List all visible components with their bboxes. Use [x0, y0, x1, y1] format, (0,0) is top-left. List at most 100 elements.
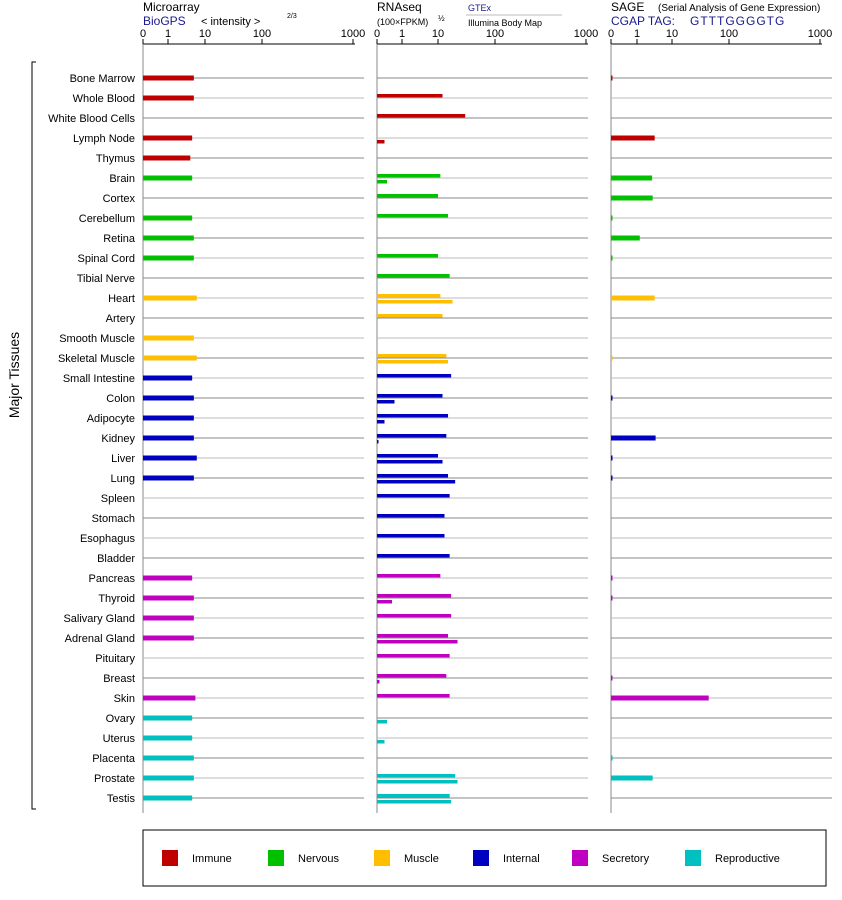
- sage-bar: [611, 355, 613, 361]
- tissue-label: Breast: [103, 673, 135, 685]
- tissue-label: Liver: [111, 453, 135, 465]
- ibm-bar: [377, 720, 387, 724]
- rnaseq-tick-label: 100: [486, 28, 504, 40]
- tissue-label: Retina: [103, 233, 136, 245]
- gtex-bar: [377, 374, 452, 378]
- gtex-bar: [377, 454, 438, 458]
- sage-bar: [611, 215, 613, 221]
- tissue-label: Heart: [108, 293, 135, 305]
- microarray-bar: [143, 455, 197, 461]
- tissue-label: Ovary: [106, 713, 136, 725]
- gtex-bar: [377, 254, 438, 258]
- tissue-label: Lung: [111, 473, 135, 485]
- gtex-bar: [377, 494, 450, 498]
- gtex-bar: [377, 534, 445, 538]
- legend-label-immune: Immune: [192, 853, 232, 865]
- legend-swatch-immune: [162, 850, 178, 866]
- gtex-bar: [377, 694, 450, 698]
- sage-tick-label: 0: [608, 28, 614, 40]
- y-axis-label: Major Tissues: [6, 332, 22, 418]
- sage-bar: [611, 455, 613, 461]
- tissue-label: Spleen: [101, 493, 135, 505]
- gtex-bar: [377, 514, 445, 518]
- microarray-bar: [143, 715, 193, 721]
- microarray-bar: [143, 135, 193, 141]
- gtex-bar: [377, 94, 443, 98]
- microarray-tick-label: 1000: [341, 28, 365, 40]
- tissue-label: Stomach: [92, 513, 135, 525]
- sage-tag-prefix: CGAP TAG:: [611, 14, 675, 28]
- tissue-label: Spinal Cord: [78, 253, 135, 265]
- ibm-bar: [377, 680, 380, 684]
- microarray-bar: [143, 735, 193, 741]
- ibm-bar: [377, 440, 379, 444]
- gtex-bar: [377, 794, 450, 798]
- microarray-metric: < intensity >: [201, 16, 260, 28]
- sage-bar: [611, 475, 613, 481]
- gtex-bar: [377, 214, 449, 218]
- tissue-label: Bone Marrow: [70, 73, 135, 85]
- microarray-tick-label: 10: [199, 28, 211, 40]
- microarray-bar: [143, 795, 193, 801]
- gtex-label: GTEx: [468, 3, 492, 13]
- tissue-label: Brain: [109, 173, 135, 185]
- tissue-label: Kidney: [101, 433, 135, 445]
- tissue-label: Tibial Nerve: [77, 273, 135, 285]
- rnaseq-tick-label: 10: [432, 28, 444, 40]
- sage-bar: [611, 295, 655, 301]
- gtex-bar: [377, 194, 438, 198]
- gtex-bar: [377, 314, 443, 318]
- tissue-label: Small Intestine: [63, 373, 135, 385]
- legend-swatch-internal: [473, 850, 489, 866]
- sage-bar: [611, 135, 655, 141]
- microarray-bar: [143, 75, 194, 81]
- microarray-bar: [143, 435, 194, 441]
- sage-bar: [611, 255, 613, 261]
- microarray-bar: [143, 475, 194, 481]
- tissue-label: Placenta: [92, 753, 136, 765]
- ibm-bar: [377, 800, 452, 804]
- sage-bar: [611, 775, 653, 781]
- sage-bar: [611, 695, 709, 701]
- gtex-bar: [377, 114, 466, 118]
- microarray-bar: [143, 175, 193, 181]
- sage-bar: [611, 175, 653, 181]
- microarray-bar: [143, 595, 194, 601]
- bars: [143, 75, 709, 804]
- tissue-label: Pancreas: [89, 573, 136, 585]
- microarray-bar: [143, 695, 196, 701]
- microarray-bar: [143, 635, 194, 641]
- microarray-bar: [143, 755, 194, 761]
- rnaseq-title: RNAseq: [377, 0, 422, 14]
- tissue-label: Colon: [106, 393, 135, 405]
- ibm-bar: [377, 480, 456, 484]
- sage-bar: [611, 675, 613, 681]
- rnaseq-exponent: ½: [438, 14, 445, 23]
- ibm-label: Illumina Body Map: [468, 18, 542, 28]
- tissue-label: Skeletal Muscle: [58, 353, 135, 365]
- gtex-bar: [377, 574, 441, 578]
- microarray-bar: [143, 335, 194, 341]
- gtex-bar: [377, 554, 450, 558]
- gtex-bar: [377, 394, 443, 398]
- gtex-bar: [377, 294, 441, 298]
- tissue-label: Whole Blood: [73, 93, 135, 105]
- microarray-source: BioGPS: [143, 14, 186, 28]
- ibm-bar: [377, 740, 385, 744]
- gtex-bar: [377, 614, 452, 618]
- sage-bar: [611, 755, 613, 761]
- tissue-bracket: [31, 61, 36, 810]
- ibm-bar: [377, 780, 458, 784]
- legend: Immune Nervous Muscle Internal Secretory Repr…: [162, 850, 780, 866]
- microarray-bar: [143, 255, 194, 261]
- microarray-bar: [143, 155, 191, 161]
- microarray-exponent: 2/3: [287, 13, 297, 20]
- panel-axes: 0 1 10 100 1000 0 1 10 100 1000 0 1 10 100 1000: [140, 28, 832, 813]
- gtex-bar: [377, 634, 449, 638]
- microarray-bar: [143, 375, 193, 381]
- rnaseq-metric: (100×FPKM): [377, 17, 428, 27]
- microarray-bar: [143, 355, 197, 361]
- sage-bar: [611, 595, 613, 601]
- rnaseq-tick-label: 0: [374, 28, 380, 40]
- gtex-bar: [377, 474, 449, 478]
